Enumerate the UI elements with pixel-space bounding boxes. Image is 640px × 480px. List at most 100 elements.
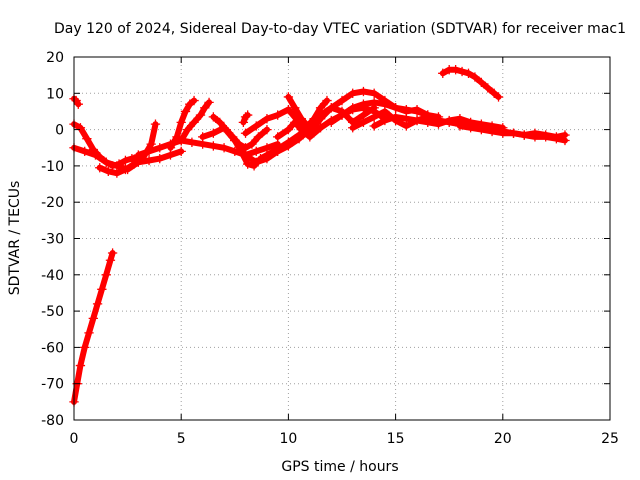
x-tick-label: 20 <box>494 431 512 447</box>
data-point <box>215 117 225 127</box>
data-point <box>176 135 186 146</box>
data-point <box>204 97 214 108</box>
data-point <box>243 110 253 120</box>
data-point <box>80 342 90 353</box>
data-point <box>401 104 411 115</box>
data-point <box>369 121 379 131</box>
data-point <box>238 117 249 127</box>
data-point <box>236 146 246 157</box>
series-track <box>178 99 213 144</box>
data-point <box>412 115 422 126</box>
data-point <box>493 92 504 102</box>
data-point <box>240 143 251 153</box>
x-axis-label: GPS time / hours <box>281 459 398 475</box>
data-point <box>240 128 251 138</box>
data-point <box>476 77 487 88</box>
x-tick-label: 5 <box>177 431 186 447</box>
data-point <box>200 103 210 113</box>
data-point <box>189 117 199 127</box>
data-point <box>249 161 259 171</box>
axis-ticks: 0 5 10 15 20 25 20 10 0 -10 -20 -30 -40 -50 -60 -70 -80 <box>41 50 619 447</box>
data-point <box>487 126 497 137</box>
data-point <box>326 103 336 113</box>
series-arc-e <box>95 119 161 178</box>
data-point <box>144 146 154 157</box>
data-point <box>290 117 300 127</box>
y-axis-label: SDTVAR / TECUs <box>7 181 23 296</box>
data-point <box>120 164 131 175</box>
data-point <box>195 110 206 120</box>
data-point <box>176 146 186 157</box>
data-point <box>92 299 103 309</box>
data-point <box>470 72 480 82</box>
data-point <box>305 121 315 131</box>
data-point <box>75 123 86 133</box>
data-point <box>127 153 137 164</box>
data-point <box>144 155 154 166</box>
data-point <box>84 328 94 338</box>
data-point <box>219 143 229 153</box>
data-point <box>129 159 139 169</box>
data-point <box>253 132 264 142</box>
data-point <box>133 150 143 160</box>
data-point <box>101 157 111 167</box>
data-point <box>450 65 461 75</box>
data-point <box>90 150 101 160</box>
data-point <box>73 99 83 109</box>
y-tick-label: -80 <box>41 413 64 429</box>
data-point <box>155 153 165 164</box>
data-point <box>380 106 390 117</box>
data-point <box>107 248 118 258</box>
data-point <box>182 124 193 135</box>
data-point <box>358 99 369 109</box>
data-point <box>476 124 487 135</box>
data-point <box>390 112 401 122</box>
chart-title: Day 120 of 2024, Sidereal Day-to-day VTE… <box>54 21 626 37</box>
data-point <box>508 128 519 138</box>
data-point <box>296 114 306 124</box>
data-point <box>390 103 401 113</box>
data-point <box>165 143 176 153</box>
data-point <box>208 112 219 122</box>
data-point <box>283 124 294 135</box>
y-tick-label: -30 <box>41 232 64 248</box>
series-arc-v <box>438 65 504 102</box>
data-point <box>247 139 257 149</box>
data-point <box>498 128 508 138</box>
data-point <box>315 123 326 133</box>
series-arc-u <box>455 121 570 142</box>
y-tick-label: -50 <box>41 304 64 320</box>
data-point <box>423 117 433 127</box>
series-arc-h <box>176 97 214 146</box>
data-point <box>369 112 379 122</box>
data-point <box>438 68 448 78</box>
data-point <box>101 270 111 280</box>
x-tick-label: 10 <box>279 431 297 447</box>
series-arc-a <box>69 94 83 109</box>
data-point <box>412 106 422 117</box>
data-point <box>294 130 304 140</box>
data-point <box>283 104 294 115</box>
data-point <box>97 284 107 294</box>
data-point <box>551 132 562 142</box>
x-tick-label: 25 <box>601 431 619 447</box>
data-point <box>305 132 315 142</box>
data-point <box>75 360 86 371</box>
data-point <box>290 103 300 113</box>
data-point <box>530 128 540 138</box>
data-point <box>380 115 390 126</box>
y-tick-label: -40 <box>41 268 64 284</box>
data-point <box>348 88 358 98</box>
data-point <box>112 168 122 178</box>
data-point <box>322 95 332 106</box>
data-point <box>273 110 283 120</box>
data-point <box>457 66 467 77</box>
data-point <box>208 128 219 138</box>
data-point <box>105 255 116 265</box>
series-arc-l <box>238 110 253 127</box>
data-point <box>348 103 358 113</box>
data-point <box>155 143 165 153</box>
data-point <box>337 110 347 120</box>
data-point <box>489 88 499 98</box>
